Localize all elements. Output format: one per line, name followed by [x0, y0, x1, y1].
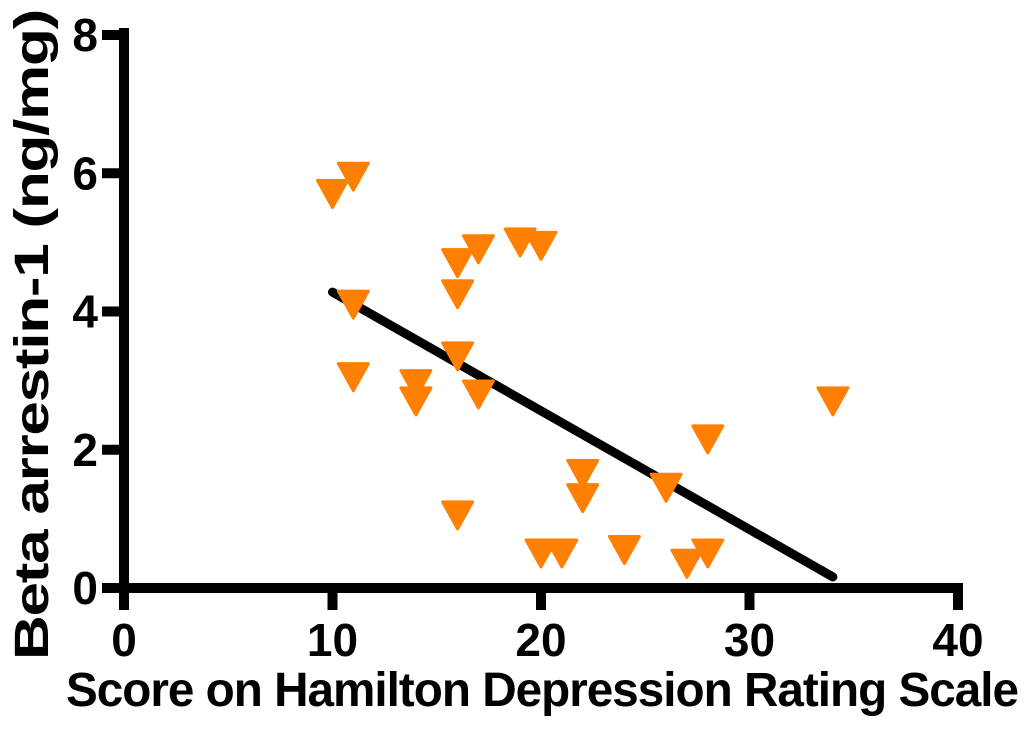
- data-point-marker: [670, 548, 704, 579]
- data-point-marker: [524, 538, 558, 569]
- data-point-marker: [316, 178, 349, 209]
- data-point-marker: [461, 379, 495, 410]
- data-point-marker: [441, 248, 475, 279]
- x-tick-label: 0: [111, 614, 137, 666]
- data-point-marker: [336, 161, 370, 192]
- y-tick-label: 6: [72, 147, 98, 199]
- data-point-marker: [649, 472, 683, 503]
- x-tick-label: 10: [307, 614, 358, 666]
- data-point-marker: [441, 341, 475, 372]
- data-point-marker: [691, 538, 725, 569]
- data-point-marker: [566, 458, 600, 489]
- y-tick-label: 2: [72, 424, 98, 476]
- data-point-marker: [399, 386, 433, 417]
- x-tick-label: 20: [515, 614, 566, 666]
- data-point-marker: [441, 279, 475, 310]
- trend-line: [328, 287, 838, 582]
- data-point-marker: [691, 424, 725, 455]
- data-point-marker: [607, 534, 641, 565]
- data-point-marker: [524, 230, 558, 261]
- y-tick-label: 0: [72, 562, 98, 614]
- x-tick-label: 30: [724, 614, 775, 666]
- data-point-marker: [545, 538, 579, 569]
- data-points: [316, 161, 850, 579]
- y-tick-label: 4: [72, 286, 98, 338]
- data-point-marker: [336, 362, 370, 393]
- x-tick-label: 40: [932, 614, 983, 666]
- y-tick-label: 8: [72, 9, 98, 61]
- data-point-marker: [816, 386, 850, 417]
- axis-tick-labels: 0 2 4 6 8 0 10 20 30 40: [72, 9, 983, 666]
- data-point-marker: [461, 234, 495, 265]
- y-axis-title: Beta arrestin-1 (ng/mg): [6, 10, 59, 660]
- data-point-marker: [336, 289, 370, 320]
- data-point-marker: [441, 500, 475, 531]
- axis-ticks: [102, 30, 963, 610]
- data-point-marker: [566, 483, 600, 514]
- x-axis-title: Score on Hamilton Depression Rating Scal…: [66, 664, 1018, 717]
- data-point-marker: [399, 369, 433, 400]
